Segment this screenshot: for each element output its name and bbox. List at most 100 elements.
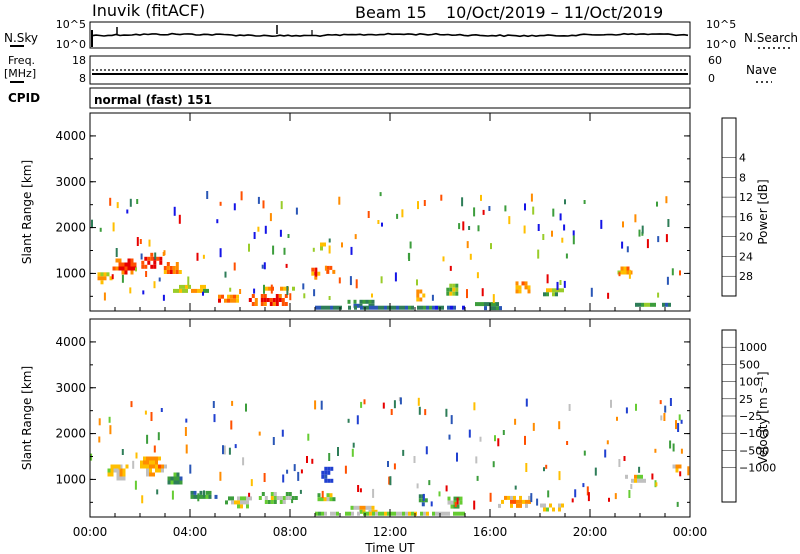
data-cell [378, 511, 381, 516]
data-cell [287, 234, 290, 238]
data-cell [170, 476, 174, 481]
data-cell [561, 503, 564, 508]
data-cell [130, 262, 134, 267]
data-cell [158, 464, 161, 469]
data-cell [329, 265, 333, 270]
data-cell [356, 303, 360, 308]
data-cell [416, 297, 420, 302]
data-cell [350, 246, 353, 255]
data-cell [156, 489, 159, 495]
data-cell [281, 298, 285, 302]
data-cell [452, 287, 456, 292]
data-cell [187, 276, 190, 286]
data-cell [367, 211, 370, 218]
data-cell [326, 497, 330, 502]
data-cell [628, 269, 631, 279]
data-cell [641, 231, 644, 236]
y-tick-label: 2000 [55, 427, 86, 441]
data-cell [146, 456, 149, 461]
data-cell [116, 464, 120, 469]
data-cell [246, 496, 249, 501]
data-cell [679, 270, 681, 276]
data-cell [442, 256, 445, 262]
data-cell [269, 298, 273, 302]
data-cell [455, 291, 459, 296]
data-cell [444, 511, 447, 516]
nsky-label: N.Sky [4, 31, 38, 45]
colorbar-tick-label: −25 [739, 410, 762, 423]
data-cell [510, 495, 513, 500]
data-cell [621, 241, 624, 249]
data-cell [146, 460, 149, 465]
data-cell [672, 443, 675, 452]
data-cell [108, 416, 111, 423]
data-cell [121, 274, 124, 283]
data-cell [384, 305, 387, 310]
data-cell [119, 476, 123, 481]
data-cell [607, 292, 610, 299]
power-ylabel: Slant Range [km] [20, 160, 34, 264]
data-cell [143, 456, 146, 461]
data-cell [328, 245, 331, 254]
data-cell [118, 266, 122, 271]
data-cell [421, 502, 425, 507]
data-cell [626, 270, 630, 275]
data-cell [152, 456, 155, 461]
data-cell [98, 418, 101, 426]
data-cell [640, 478, 643, 483]
data-cell [292, 286, 295, 291]
data-cell [330, 305, 333, 310]
data-cell [99, 227, 102, 232]
data-cell [166, 270, 170, 274]
data-cell [663, 413, 666, 421]
data-cell [558, 503, 561, 508]
data-cell [629, 270, 633, 275]
data-cell [279, 496, 283, 500]
data-cell [141, 260, 145, 265]
data-cell [231, 400, 234, 406]
data-cell [184, 427, 187, 436]
data-cell [237, 496, 240, 501]
colorbar-tick-label: 20 [739, 231, 753, 244]
data-cell [125, 464, 129, 469]
data-cell [525, 398, 528, 407]
data-cell [484, 302, 487, 307]
data-cell [219, 471, 222, 481]
data-cell [155, 468, 158, 473]
data-cell [356, 415, 359, 425]
data-cell [116, 472, 120, 477]
data-cell [516, 499, 519, 504]
velocity-data-cells [90, 397, 690, 516]
data-cell [424, 409, 427, 416]
data-cell [574, 489, 577, 498]
data-cell [489, 492, 492, 502]
data-cell [543, 292, 546, 297]
data-cell [687, 466, 690, 476]
x-tick-label: 08:00 [273, 525, 308, 539]
data-cell [324, 305, 327, 310]
data-cell [447, 511, 450, 516]
data-cell [515, 281, 519, 286]
data-cell [546, 288, 549, 293]
data-cell [622, 221, 624, 228]
colorbar-frame [721, 117, 737, 297]
data-cell [678, 414, 681, 421]
data-cell [107, 472, 111, 477]
data-cell [396, 213, 399, 219]
data-cell [150, 256, 154, 261]
colorbar-tick-label: 25 [739, 393, 753, 406]
data-cell [218, 298, 221, 303]
data-cell [258, 431, 261, 436]
data-cell [524, 435, 526, 445]
data-cell [320, 242, 323, 247]
data-cell [173, 476, 177, 481]
data-cell [665, 302, 668, 307]
data-cell [366, 511, 369, 516]
data-cell [257, 226, 260, 232]
data-cell [270, 492, 274, 496]
data-cell [481, 288, 484, 297]
data-cell [219, 201, 222, 206]
data-cell [113, 464, 117, 469]
data-cell [405, 305, 408, 310]
data-cell [524, 203, 526, 211]
